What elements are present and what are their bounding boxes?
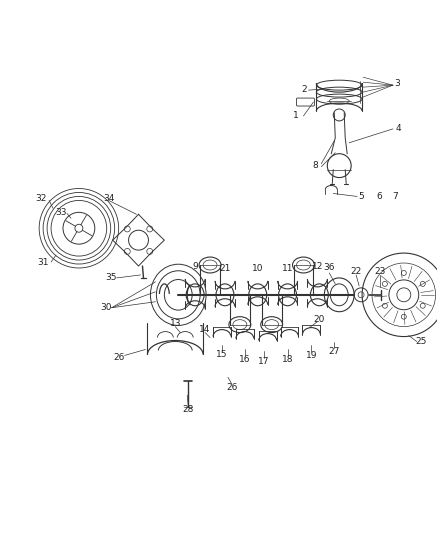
Text: 3: 3 (394, 79, 400, 87)
Text: 27: 27 (328, 347, 340, 356)
Text: 31: 31 (37, 257, 49, 266)
Text: 32: 32 (35, 194, 47, 203)
Text: 11: 11 (282, 264, 293, 273)
Text: 30: 30 (100, 303, 112, 312)
Text: 18: 18 (282, 355, 293, 364)
Text: 16: 16 (239, 355, 251, 364)
Text: 2: 2 (302, 85, 307, 94)
Text: 20: 20 (314, 315, 325, 324)
Text: 12: 12 (312, 262, 323, 271)
Text: 26: 26 (226, 383, 237, 392)
Text: 6: 6 (376, 192, 382, 201)
Text: 26: 26 (113, 353, 124, 362)
Text: 8: 8 (312, 161, 318, 170)
Text: 15: 15 (216, 350, 228, 359)
Text: 17: 17 (258, 357, 269, 366)
Text: 35: 35 (105, 273, 117, 282)
Text: 22: 22 (350, 268, 362, 277)
Text: 36: 36 (324, 263, 335, 272)
Text: 21: 21 (219, 264, 231, 273)
Text: 33: 33 (55, 208, 67, 217)
Text: 4: 4 (396, 124, 402, 133)
Text: 28: 28 (183, 405, 194, 414)
Text: 7: 7 (392, 192, 398, 201)
Text: 13: 13 (170, 319, 181, 328)
Text: 10: 10 (252, 264, 264, 273)
Text: 25: 25 (415, 337, 427, 346)
Text: 23: 23 (374, 268, 386, 277)
Text: 34: 34 (103, 194, 114, 203)
Text: 9: 9 (192, 262, 198, 271)
Text: 19: 19 (306, 351, 317, 360)
Text: 5: 5 (358, 192, 364, 201)
Text: 14: 14 (199, 325, 211, 334)
Text: 1: 1 (293, 111, 298, 120)
